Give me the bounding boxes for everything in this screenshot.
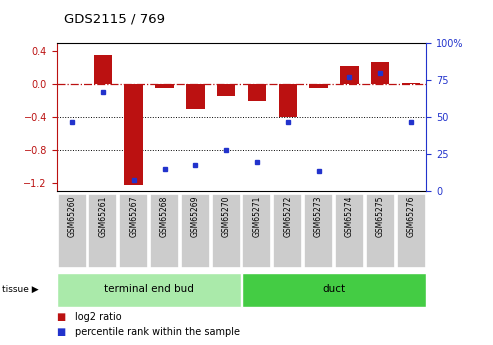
FancyBboxPatch shape bbox=[88, 194, 117, 268]
Bar bbox=[94, 56, 112, 84]
FancyBboxPatch shape bbox=[243, 194, 272, 268]
FancyBboxPatch shape bbox=[366, 194, 395, 268]
Text: GSM65274: GSM65274 bbox=[345, 195, 354, 237]
Text: GSM65275: GSM65275 bbox=[376, 195, 385, 237]
Bar bbox=[217, 84, 235, 96]
Text: percentile rank within the sample: percentile rank within the sample bbox=[75, 327, 241, 337]
FancyBboxPatch shape bbox=[58, 194, 87, 268]
FancyBboxPatch shape bbox=[150, 194, 179, 268]
Text: GDS2115 / 769: GDS2115 / 769 bbox=[64, 12, 165, 25]
Text: GSM65260: GSM65260 bbox=[68, 195, 76, 237]
FancyBboxPatch shape bbox=[242, 273, 426, 307]
Bar bbox=[310, 84, 328, 88]
Text: tissue ▶: tissue ▶ bbox=[2, 285, 39, 294]
Bar bbox=[371, 62, 389, 84]
Text: duct: duct bbox=[322, 284, 346, 294]
Bar bbox=[155, 84, 174, 88]
Text: GSM65270: GSM65270 bbox=[222, 195, 231, 237]
Text: GSM65271: GSM65271 bbox=[252, 195, 261, 237]
Text: GSM65261: GSM65261 bbox=[99, 195, 107, 237]
Bar bbox=[402, 83, 420, 84]
Bar bbox=[279, 84, 297, 117]
Bar bbox=[186, 84, 205, 109]
FancyBboxPatch shape bbox=[119, 194, 148, 268]
Text: terminal end bud: terminal end bud bbox=[104, 284, 194, 294]
Text: GSM65267: GSM65267 bbox=[129, 195, 138, 237]
Bar bbox=[124, 84, 143, 185]
Text: GSM65273: GSM65273 bbox=[314, 195, 323, 237]
FancyBboxPatch shape bbox=[273, 194, 302, 268]
FancyBboxPatch shape bbox=[396, 194, 425, 268]
FancyBboxPatch shape bbox=[181, 194, 210, 268]
Text: ■: ■ bbox=[57, 327, 69, 337]
Bar bbox=[247, 84, 266, 101]
FancyBboxPatch shape bbox=[57, 273, 241, 307]
Bar bbox=[340, 66, 358, 84]
FancyBboxPatch shape bbox=[304, 194, 333, 268]
Text: GSM65272: GSM65272 bbox=[283, 195, 292, 237]
Text: GSM65276: GSM65276 bbox=[407, 195, 416, 237]
FancyBboxPatch shape bbox=[211, 194, 241, 268]
Text: GSM65268: GSM65268 bbox=[160, 195, 169, 237]
Text: ■: ■ bbox=[57, 312, 69, 322]
Text: log2 ratio: log2 ratio bbox=[75, 312, 122, 322]
FancyBboxPatch shape bbox=[335, 194, 364, 268]
Text: GSM65269: GSM65269 bbox=[191, 195, 200, 237]
